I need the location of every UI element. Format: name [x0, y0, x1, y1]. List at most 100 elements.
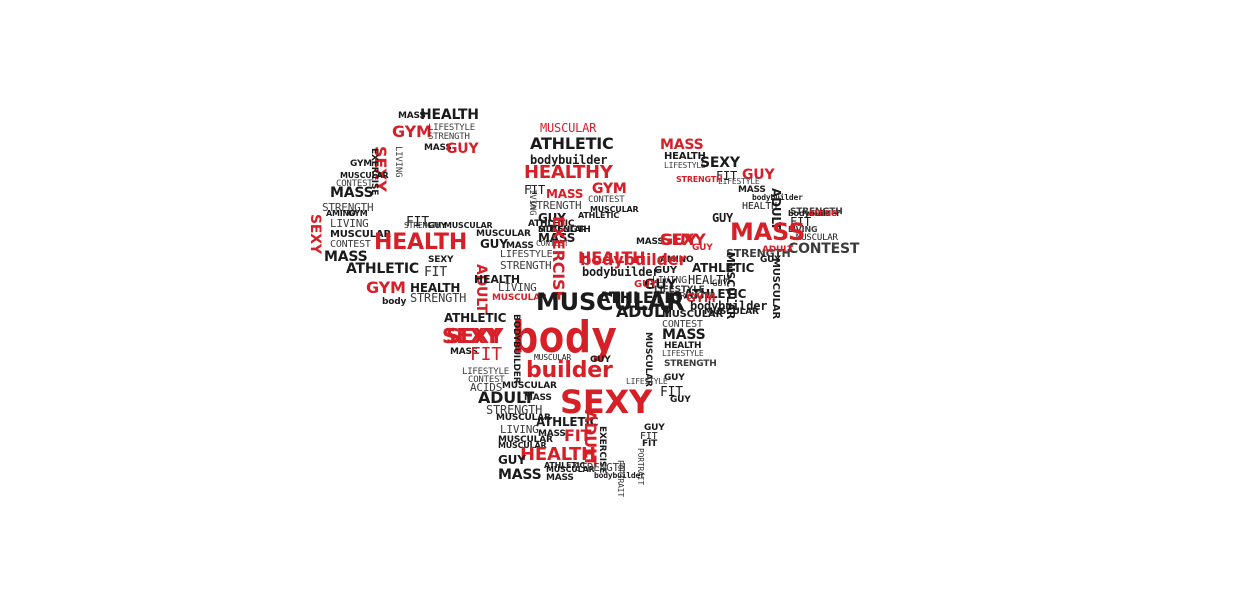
cloud-word: FIT: [564, 426, 592, 445]
cloud-word: ATHLETIC: [444, 311, 507, 325]
cloud-word: MUSCULAR: [496, 413, 551, 423]
cloud-word: LIVING: [330, 217, 369, 230]
cloud-word: ACIDS: [470, 381, 503, 394]
cloud-word: ADULT: [616, 302, 673, 321]
cloud-word: MUSCULAR: [534, 353, 571, 362]
cloud-word: MASS: [660, 137, 704, 153]
cloud-word: ATHLETIC: [346, 261, 419, 277]
cloud-word: MUSCULAR: [662, 309, 723, 320]
cloud-word: LIVING: [788, 225, 818, 234]
cloud-word: FIT: [406, 215, 429, 230]
cloud-word: bodybuilder: [788, 209, 840, 218]
cloud-word: LIFESTYLE: [500, 249, 553, 260]
cloud-word: STRENGTH: [790, 207, 843, 217]
cloud-word: ATHLETIC: [544, 461, 585, 470]
cloud-word: STRENGTH: [574, 461, 626, 474]
cloud-word: MASS: [738, 185, 766, 195]
cloud-word: MUSCULAR: [770, 258, 781, 319]
cloud-word: CONTEST: [588, 195, 625, 205]
cloud-word: HEALTH: [474, 273, 520, 286]
cloud-word: GUY: [446, 141, 479, 157]
cloud-word: GUY: [538, 211, 566, 225]
cloud-word: MASS: [546, 187, 584, 201]
cloud-word: GUY: [760, 255, 781, 265]
cloud-word: LIFESTYLE: [428, 123, 475, 133]
cloud-word: CONTEST: [336, 179, 373, 189]
cloud-word: HEALTH: [410, 281, 461, 295]
cloud-word: PORTRAIT: [616, 460, 625, 497]
cloud-word: GUY: [670, 395, 691, 405]
cloud-word: STRENGTH: [668, 291, 715, 302]
cloud-word: FIT: [716, 169, 738, 183]
cloud-word: GUY: [634, 279, 657, 290]
cloud-word: MASS: [506, 241, 534, 251]
cloud-word: STRENGTH: [726, 247, 791, 260]
cloud-word: MASS: [330, 185, 374, 201]
cloud-word: ADULT: [478, 388, 535, 407]
cloud-word: bodybuilder: [582, 265, 660, 279]
cloud-word: MASS: [662, 327, 706, 343]
cloud-word: HEALTHY: [524, 162, 613, 183]
cloud-word: MASS: [450, 347, 478, 357]
cloud-word: MASS: [636, 237, 664, 247]
cloud-word: MUSCULAR: [476, 229, 531, 239]
cloud-word: FIT: [790, 215, 812, 229]
cloud-word: AMINO: [326, 209, 356, 218]
cloud-word: LIFESTYLE: [626, 377, 668, 386]
cloud-word: MASS: [538, 231, 576, 245]
cloud-word: GUY: [712, 279, 728, 289]
cloud-word: ADULT: [473, 264, 489, 313]
cloud-word: STRENGTH: [530, 199, 582, 212]
cloud-word: STRENGTH: [538, 225, 591, 235]
cloud-word: GUY: [428, 221, 447, 230]
cloud-word: GYM: [686, 291, 716, 305]
cloud-word: FIT: [640, 431, 658, 442]
cloud-word: AMINO: [660, 255, 694, 265]
cloud-word: MASS: [324, 249, 368, 265]
cloud-word: STRENGTH: [486, 403, 543, 417]
cloud-word: STRENGTH: [428, 132, 470, 142]
cloud-word: GUY: [590, 355, 611, 365]
cloud-word: ATHLETIC: [692, 261, 755, 275]
cloud-word: MUSCULAR: [498, 441, 547, 450]
cloud-word: GUY: [644, 277, 677, 293]
cloud-word: GUY: [692, 243, 713, 253]
cloud-word: LIFESTYLE: [718, 177, 760, 186]
cloud-word: FIT: [524, 183, 546, 197]
cloud-word: CONTEST: [662, 319, 703, 330]
cloud-word: LIVING: [652, 275, 687, 286]
cloud-word: MUSCULAR: [538, 225, 587, 234]
cloud-word: ATHLETIC: [578, 211, 619, 220]
cloud-word: GYM: [592, 181, 627, 197]
cloud-word: HEALTH: [520, 444, 596, 465]
cloud-word: AMINO: [808, 209, 838, 218]
cloud-word: MUSCULAR: [704, 307, 759, 317]
cloud-word: MUSCULAR: [340, 171, 389, 180]
cloud-word: MUSCULAR: [330, 229, 391, 240]
cloud-word: bodybuilder: [752, 193, 803, 202]
cloud-word: MUSCULAR: [444, 221, 493, 230]
cloud-word: body: [512, 312, 618, 363]
cloud-word: MUSCULAR: [540, 121, 597, 135]
cloud-word: MUSCULAR: [498, 435, 553, 445]
cloud-word: SEXY: [560, 383, 652, 421]
cloud-word: MASS: [424, 143, 452, 153]
cloud-word: CONTEST: [788, 241, 860, 257]
cloud-word: GUY: [712, 211, 734, 225]
cloud-word: HEALTH: [688, 273, 731, 287]
cloud-word: BODYBUILDER: [511, 314, 521, 384]
cloud-word: GYM: [366, 278, 406, 297]
cloud-word: LIFESTYLE: [654, 285, 705, 295]
cloud-word: STRENGTH: [676, 175, 723, 184]
cloud-word: GUY: [664, 373, 685, 383]
cloud-word: STRENGTH: [410, 291, 467, 305]
cloud-word: SEXY: [428, 255, 454, 265]
cloud-word: SEXY: [660, 230, 706, 249]
cloud-word: LIFESTYLE: [462, 367, 509, 377]
cloud-word: FIT: [424, 265, 447, 280]
cloud-word: HEALTH: [742, 201, 777, 212]
cloud-word: SEXY: [307, 214, 323, 254]
cloud-word: GYM: [592, 181, 627, 197]
cloud-word: bodybuilder: [580, 250, 687, 269]
